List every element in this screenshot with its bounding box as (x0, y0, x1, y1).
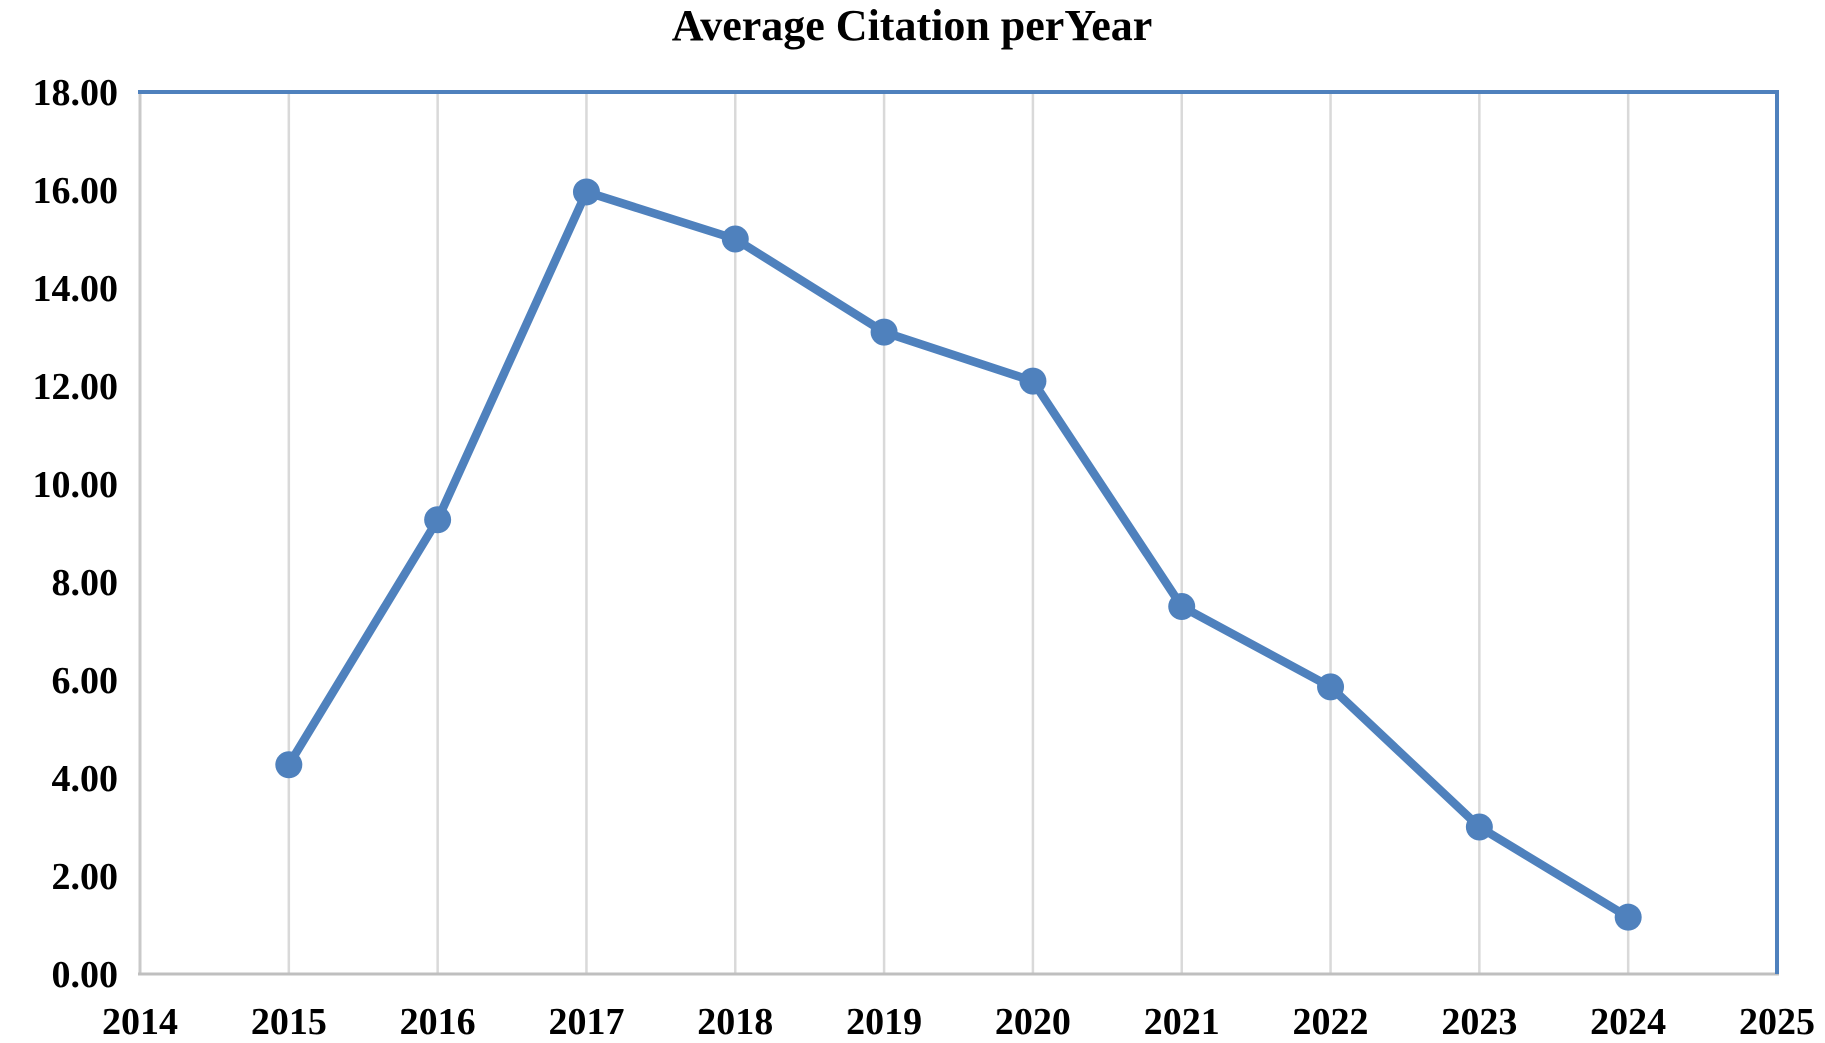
x-tick-label: 2020 (995, 1001, 1071, 1043)
x-tick-label: 2024 (1590, 1001, 1666, 1043)
data-point-2023 (1465, 813, 1493, 841)
data-point-2017 (572, 178, 600, 206)
y-tick-label: 18.00 (33, 72, 119, 114)
data-point-2022 (1317, 673, 1345, 701)
y-tick-label: 10.00 (33, 464, 119, 506)
chart-title: Average Citation perYear (672, 1, 1153, 50)
y-tick-label: 12.00 (33, 366, 119, 408)
x-tick-label: 2019 (846, 1001, 922, 1043)
x-tick-label: 2016 (400, 1001, 476, 1043)
x-tick-label: 2018 (697, 1001, 773, 1043)
data-point-2020 (1019, 367, 1047, 395)
x-tick-label: 2017 (548, 1001, 624, 1043)
y-tick-label: 6.00 (52, 660, 119, 702)
data-point-2024 (1614, 903, 1642, 931)
y-tick-label: 14.00 (33, 268, 119, 310)
data-point-2018 (721, 225, 749, 253)
data-point-2016 (424, 506, 452, 534)
x-tick-label: 2014 (102, 1001, 178, 1043)
x-tick-label: 2025 (1739, 1001, 1815, 1043)
y-tick-label: 2.00 (52, 856, 119, 898)
x-tick-label: 2021 (1144, 1001, 1220, 1043)
y-tick-label: 16.00 (33, 170, 119, 212)
data-point-2015 (275, 751, 303, 779)
plot-area: 0.00 2.00 4.00 6.00 8.00 10.00 12.00 14.00 16.00… (33, 72, 1816, 1043)
data-point-2021 (1168, 593, 1196, 620)
y-tick-label: 4.00 (52, 758, 119, 800)
x-tick-label: 2022 (1293, 1001, 1369, 1043)
data-series-line (284, 187, 1633, 922)
data-point-2019 (870, 318, 898, 346)
y-tick-label: 8.00 (52, 562, 119, 604)
x-tick-label: 2015 (251, 1001, 327, 1043)
y-tick-label: 0.00 (52, 954, 119, 996)
x-tick-label: 2023 (1441, 1001, 1517, 1043)
